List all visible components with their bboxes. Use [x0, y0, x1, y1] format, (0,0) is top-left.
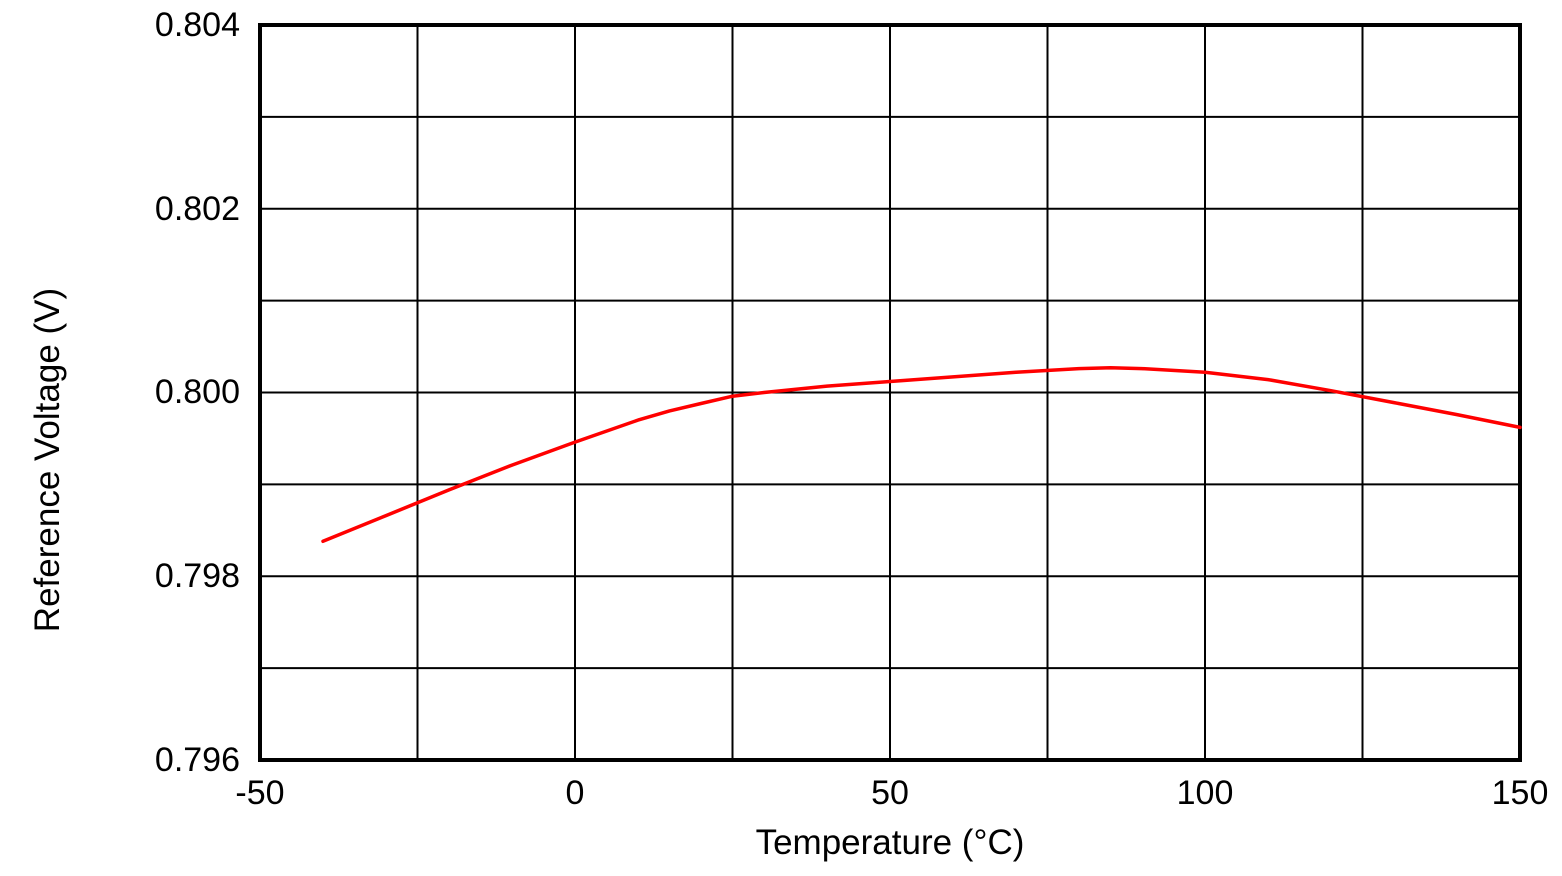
x-tick-label: 100	[1176, 774, 1234, 812]
y-tick-label: 0.798	[154, 557, 240, 595]
x-axis-title: Temperature (°C)	[755, 823, 1025, 862]
y-tick-label: 0.796	[154, 741, 240, 779]
x-tick-label: 150	[1491, 774, 1549, 812]
y-tick-label: 0.804	[154, 6, 240, 44]
x-tick-label: -50	[235, 774, 285, 812]
x-tick-label: 50	[871, 774, 909, 812]
x-tick-label: 0	[565, 774, 585, 812]
series-line-reference-voltage-vs-temperature	[321, 365, 1522, 544]
y-axis-title: Reference Voltage (V)	[28, 287, 67, 633]
y-tick-label: 0.802	[154, 190, 240, 228]
y-tick-label: 0.800	[154, 373, 240, 411]
plot-border	[258, 23, 1522, 762]
